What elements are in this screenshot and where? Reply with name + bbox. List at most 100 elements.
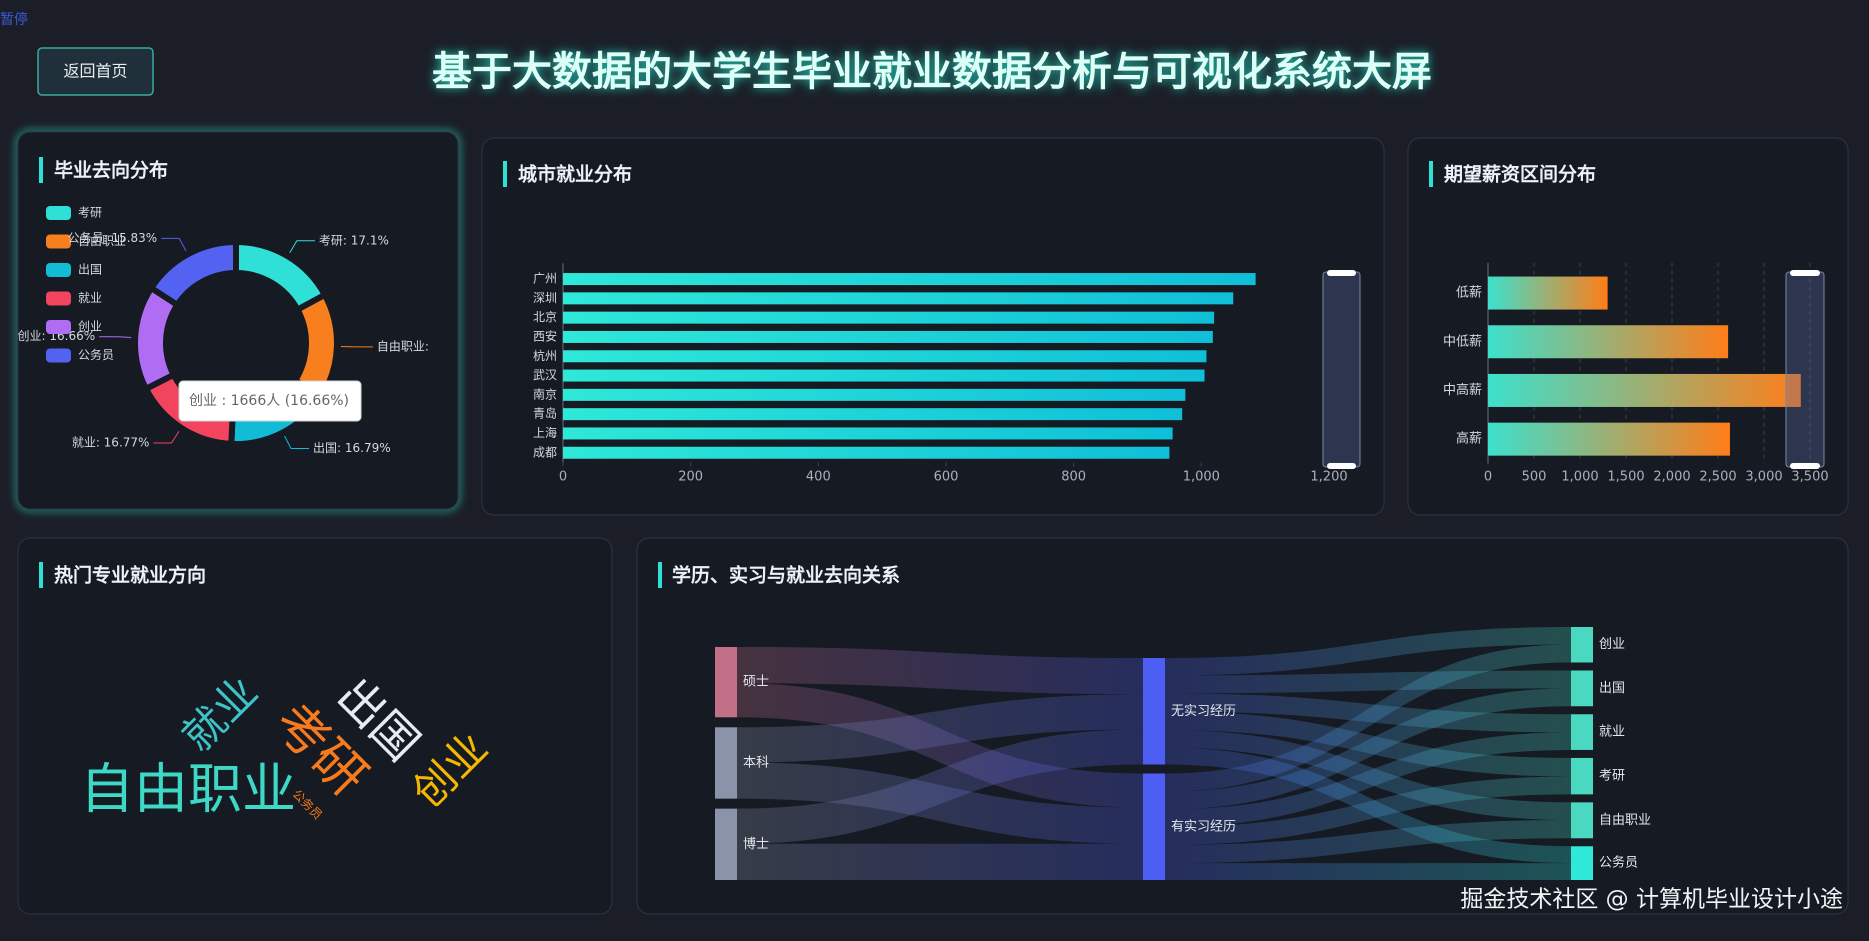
panel-title: 热门专业就业方向 xyxy=(54,564,206,587)
legend-swatch xyxy=(46,320,71,334)
zoom-slider xyxy=(1785,271,1825,468)
sankey-link xyxy=(1165,732,1571,827)
x-tick-label: 2,000 xyxy=(1653,470,1690,485)
node-label: 创业 xyxy=(1599,637,1625,652)
zoom-handle[interactable] xyxy=(1790,270,1820,276)
label-line xyxy=(284,435,310,449)
y-tick-label: 成都 xyxy=(533,445,557,459)
sankey-node xyxy=(1571,802,1593,839)
value-label: 创业: 16.66% xyxy=(18,329,96,343)
back-button[interactable] xyxy=(37,47,154,96)
value-label: 自由职业: xyxy=(377,339,429,353)
y-tick-label: 高薪 xyxy=(1456,431,1482,447)
y-tick-label: 上海 xyxy=(533,425,557,440)
sankey-link xyxy=(1165,688,1571,810)
node-label: 就业 xyxy=(1599,725,1625,740)
bar xyxy=(1488,276,1608,310)
node-label: 出国 xyxy=(1599,681,1625,696)
title-accent xyxy=(39,157,43,183)
sankey-link xyxy=(1165,670,1571,694)
panel-title: 毕业去向分布 xyxy=(54,159,168,182)
y-tick-label: 中高薪 xyxy=(1443,382,1482,398)
title-accent xyxy=(503,161,507,187)
node-label: 硕士 xyxy=(743,675,769,690)
sankey-link xyxy=(1165,863,1571,880)
x-tick-label: 200 xyxy=(678,470,703,485)
legend-label: 公务员 xyxy=(78,347,114,362)
x-tick-label: 600 xyxy=(934,470,959,485)
sankey-link xyxy=(1165,627,1571,676)
x-tick-label: 1,500 xyxy=(1607,470,1644,485)
node-label: 考研 xyxy=(1599,769,1625,784)
legend-swatch xyxy=(46,348,71,363)
tooltip xyxy=(178,380,362,422)
node-label: 无实习经历 xyxy=(1171,704,1236,719)
back-button-label[interactable]: 返回首页 xyxy=(63,62,127,81)
sankey-link xyxy=(1165,644,1571,792)
legend-label: 就业 xyxy=(78,291,102,305)
legend-swatch xyxy=(46,263,71,277)
value-label: 考研: 17.1% xyxy=(319,233,389,247)
sankey-link xyxy=(1165,820,1571,864)
pie-slice xyxy=(148,239,239,308)
value-label: 就业: 16.77% xyxy=(72,435,150,449)
y-tick-label: 西安 xyxy=(533,328,557,343)
label-line xyxy=(161,237,187,251)
status-text: 暂停 xyxy=(0,11,28,28)
legend-swatch xyxy=(46,234,71,249)
zoom-handle[interactable] xyxy=(1790,463,1820,469)
legend-label: 创业 xyxy=(78,320,102,334)
panel xyxy=(17,537,613,915)
zoom-handle[interactable] xyxy=(1327,270,1356,276)
overlay: 创业 : 1666人 (16.66%) xyxy=(178,270,1825,469)
tooltip-text: 创业 : 1666人 (16.66%) xyxy=(189,393,349,409)
panel-title: 城市就业分布 xyxy=(518,163,632,186)
bar xyxy=(563,446,1170,459)
sankey-node xyxy=(1143,658,1165,765)
node-label: 有实习经历 xyxy=(1171,819,1236,834)
y-tick-label: 北京 xyxy=(533,310,557,324)
zoom-slider xyxy=(1322,271,1361,468)
main-title: 基于大数据的大学生毕业就业数据分析与可视化系统大屏 xyxy=(432,49,1432,95)
word: 自由职业 xyxy=(80,758,296,821)
legend-label: 出国 xyxy=(78,263,102,277)
sankey-node xyxy=(1143,773,1165,880)
legend-swatch xyxy=(46,206,71,220)
sankey-node xyxy=(1571,670,1593,707)
x-tick-label: 500 xyxy=(1522,470,1547,485)
bar xyxy=(563,273,1256,286)
label-line xyxy=(99,336,132,338)
legend-swatch xyxy=(46,291,71,306)
x-tick-label: 3,000 xyxy=(1745,470,1782,485)
sankey-node xyxy=(715,647,737,718)
y-tick-label: 中低薪 xyxy=(1443,334,1482,349)
sankey-link xyxy=(737,843,1143,880)
title-accent xyxy=(1429,161,1433,187)
bar xyxy=(1488,325,1729,359)
zoom-handle[interactable] xyxy=(1327,463,1356,469)
value-label: 出国: 16.79% xyxy=(313,441,391,455)
node-label: 自由职业 xyxy=(1599,813,1651,828)
node-label: 本科 xyxy=(743,755,769,770)
title-accent xyxy=(39,562,43,588)
legend-label: 自由职业 xyxy=(78,234,126,248)
sankey-node xyxy=(715,808,737,880)
bar xyxy=(563,311,1215,324)
node-label: 博士 xyxy=(743,837,769,852)
y-tick-label: 武汉 xyxy=(533,368,557,382)
x-tick-label: 0 xyxy=(559,470,567,485)
sankey-node xyxy=(715,727,737,799)
panel xyxy=(481,137,1385,516)
value-label: 公务员: 15.83% xyxy=(68,230,158,245)
bar xyxy=(563,388,1186,401)
x-tick-label: 3,500 xyxy=(1791,470,1828,485)
title-accent xyxy=(658,562,662,588)
y-tick-label: 青岛 xyxy=(533,406,557,421)
label-line xyxy=(153,430,180,444)
sankey-node xyxy=(1571,714,1593,750)
x-tick-label: 800 xyxy=(1061,470,1086,485)
y-tick-label: 杭州 xyxy=(533,348,557,363)
